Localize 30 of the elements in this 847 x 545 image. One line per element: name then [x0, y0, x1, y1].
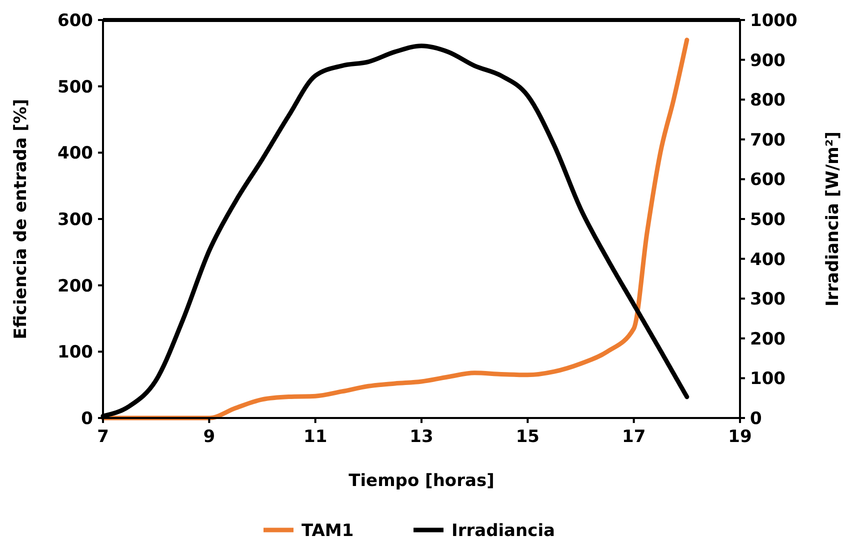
x-tick-label: 13 — [410, 427, 434, 447]
x-tick-label: 17 — [622, 427, 646, 447]
y2-tick-label: 800 — [750, 90, 786, 111]
y-tick-label: 500 — [58, 77, 94, 98]
y2-tick-label: 1000 — [750, 10, 798, 31]
y-tick-label: 0 — [81, 408, 94, 429]
y2-tick-label: 500 — [750, 210, 786, 230]
y-tick-label: 300 — [58, 210, 94, 230]
y2-tick-label: 600 — [750, 170, 786, 190]
x-tick-label: 7 — [97, 427, 109, 447]
x-tick-label: 11 — [303, 427, 328, 447]
x-tick-label: 15 — [516, 427, 540, 447]
y2-tick-label: 0 — [750, 408, 762, 429]
x-axis-title: Tiempo [horas] — [348, 471, 494, 491]
y2-tick-label: 300 — [750, 290, 786, 310]
y2-tick-label: 900 — [750, 50, 786, 71]
y2-axis-title: Irradiancia [W/m²] — [823, 131, 843, 307]
y-tick-label: 200 — [58, 276, 94, 296]
y2-tick-label: 400 — [750, 250, 786, 270]
x-tick-label: 9 — [203, 427, 216, 447]
y-tick-label: 100 — [58, 342, 94, 363]
y2-tick-label: 100 — [750, 369, 786, 390]
y2-tick-label: 700 — [750, 130, 786, 150]
y-tick-label: 600 — [58, 10, 94, 31]
y-axis-title: Eficiencia de entrada [%] — [11, 98, 31, 340]
legend-label: TAM1 — [302, 520, 354, 541]
x-tick-label: 19 — [728, 427, 752, 447]
y2-tick-label: 200 — [750, 329, 786, 350]
legend-label: Irradiancia — [452, 520, 556, 541]
y-tick-label: 400 — [58, 144, 94, 164]
